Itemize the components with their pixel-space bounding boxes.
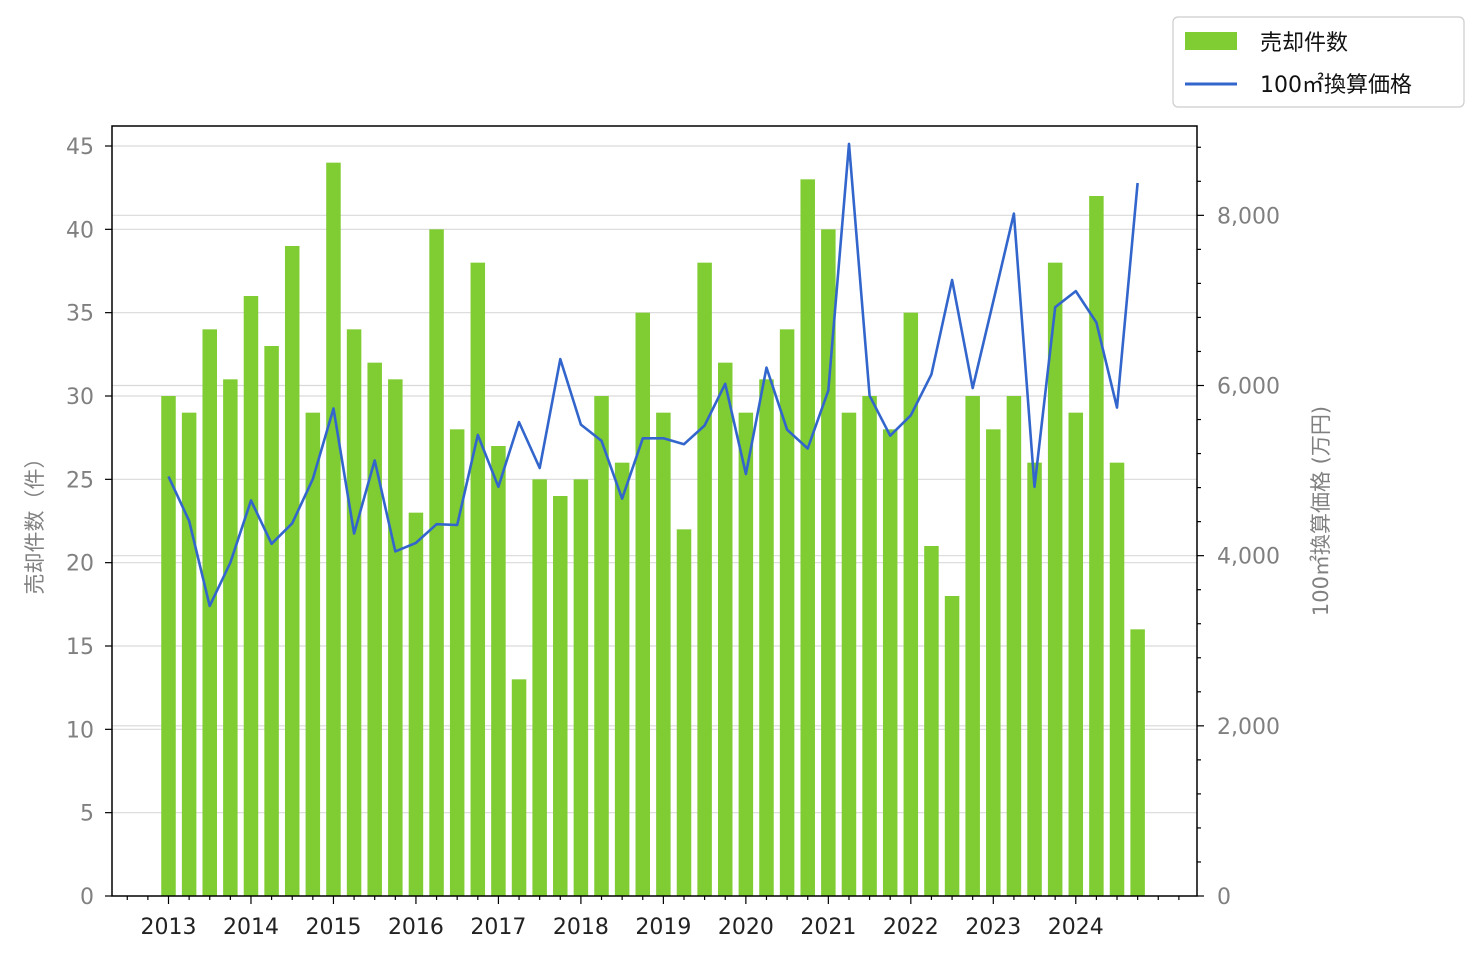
- line-series: [167, 142, 1139, 608]
- bar: [532, 479, 547, 896]
- bar: [449, 429, 465, 896]
- bar: [717, 362, 733, 897]
- bar: [346, 329, 362, 896]
- bar: [1130, 629, 1145, 896]
- bar: [1006, 396, 1022, 896]
- legend-label-line: 100㎡換算価格: [1260, 72, 1412, 98]
- bar: [553, 496, 568, 896]
- bar: [202, 329, 217, 896]
- left-tick-label: 40: [66, 218, 94, 243]
- bar: [429, 229, 444, 897]
- bar: [181, 412, 197, 896]
- x-tick-label: 2016: [388, 915, 444, 940]
- bar: [862, 396, 877, 896]
- bar: [470, 262, 486, 897]
- x-tick-label: 2024: [1048, 915, 1104, 940]
- x-tick-label: 2017: [470, 915, 526, 940]
- bar: [676, 529, 692, 896]
- bar: [388, 379, 403, 896]
- bar: [223, 379, 238, 896]
- bar: [243, 296, 259, 896]
- bar: [882, 429, 898, 896]
- bar: [1027, 462, 1042, 896]
- bar: [924, 546, 939, 896]
- x-tick-label: 2018: [553, 915, 609, 940]
- x-tick-label: 2015: [305, 915, 361, 940]
- x-tick-label: 2019: [635, 915, 691, 940]
- left-tick-label: 15: [66, 635, 94, 660]
- bar: [1047, 262, 1063, 897]
- bar: [326, 162, 341, 896]
- legend: 売却件数 100㎡換算価格: [1172, 16, 1465, 108]
- x-tick-label: 2022: [883, 915, 939, 940]
- x-tick-label: 2013: [141, 915, 197, 940]
- bar-series: [161, 162, 1145, 897]
- left-tick-label: 0: [80, 885, 94, 910]
- x-tick-label: 2023: [965, 915, 1021, 940]
- bar: [264, 346, 279, 896]
- bar: [986, 429, 1001, 896]
- bar: [697, 262, 712, 897]
- plot-frame: [111, 125, 1198, 897]
- right-tick-label: 8,000: [1217, 204, 1280, 229]
- bar: [161, 396, 176, 896]
- right-tick-label: 4,000: [1217, 545, 1280, 570]
- left-tick-label: 10: [66, 718, 94, 743]
- bar: [821, 229, 836, 897]
- bar: [1109, 462, 1125, 896]
- x-axis: 2013 2014 2015 2016 2017 2018 2019 2020 2021 2022…: [126, 896, 1180, 940]
- bar: [635, 312, 651, 897]
- right-axis: 0 2,000 4,000 6,000 8,000: [1197, 146, 1280, 910]
- bar: [800, 179, 815, 897]
- bar: [1068, 412, 1084, 896]
- left-tick-label: 20: [66, 552, 94, 577]
- x-tick-label: 2020: [718, 915, 774, 940]
- bar: [1089, 196, 1104, 896]
- bar: [759, 379, 774, 896]
- bar: [284, 246, 300, 896]
- bar: [367, 362, 382, 897]
- left-tick-label: 45: [66, 135, 94, 160]
- left-axis-title: 売却件数（件）: [23, 448, 47, 595]
- legend-label-bar: 売却件数: [1260, 31, 1348, 56]
- bar: [305, 412, 321, 896]
- bar: [738, 412, 754, 896]
- right-tick-label: 0: [1217, 885, 1231, 910]
- bar: [944, 596, 960, 896]
- left-tick-label: 5: [80, 802, 94, 827]
- price-line: [167, 142, 1139, 608]
- bar: [573, 479, 589, 896]
- bar: [903, 312, 919, 897]
- bar: [965, 396, 980, 896]
- bar: [511, 679, 527, 896]
- legend-swatch-bar: [1185, 32, 1237, 50]
- right-tick-label: 6,000: [1217, 375, 1280, 400]
- x-tick-label: 2014: [223, 915, 279, 940]
- x-tick-label: 2021: [800, 915, 856, 940]
- bar: [408, 512, 424, 896]
- bar: [614, 462, 630, 896]
- bar: [656, 412, 671, 896]
- right-tick-label: 2,000: [1217, 715, 1280, 740]
- right-axis-title: 100㎡換算価格 (万円): [1309, 406, 1333, 616]
- bar: [841, 412, 857, 896]
- left-tick-label: 35: [66, 302, 94, 327]
- bar: [491, 446, 506, 896]
- bar: [779, 329, 795, 896]
- left-axis: 0 5 10 15 20 25 30 35 40 45: [66, 135, 112, 910]
- legend-box: [1172, 16, 1465, 108]
- bar: [594, 396, 609, 896]
- left-tick-label: 25: [66, 468, 94, 493]
- left-tick-label: 30: [66, 385, 94, 410]
